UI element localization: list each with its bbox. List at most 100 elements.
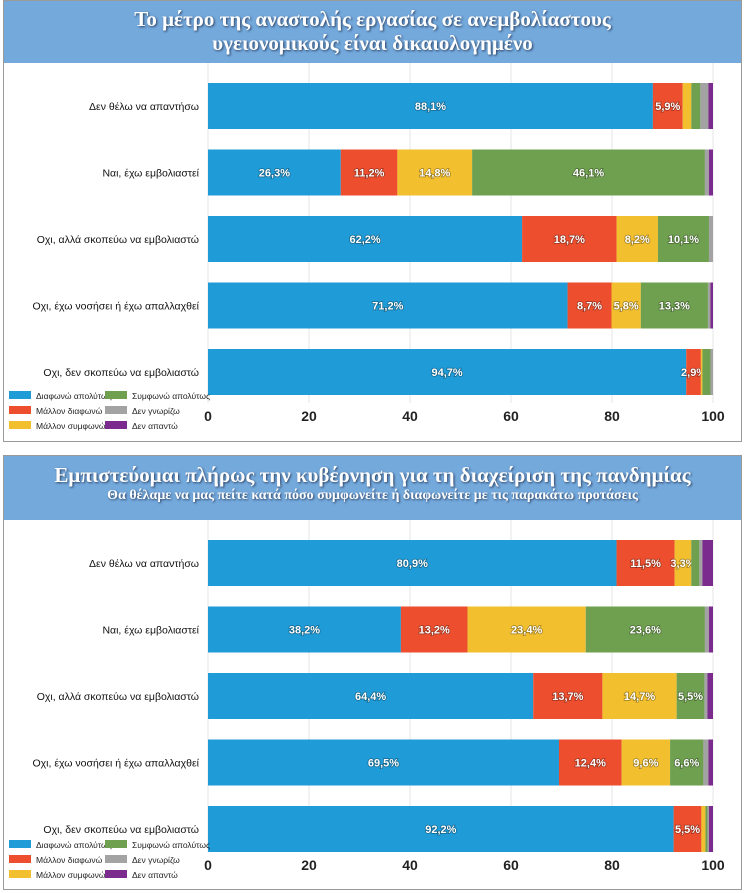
x-tick-label: 20 bbox=[301, 857, 317, 873]
legend-label: Δεν γνωρίζω bbox=[132, 855, 180, 865]
bar-segment bbox=[616, 540, 675, 586]
legend-label: Δεν απαντώ bbox=[132, 870, 178, 880]
bar-segment bbox=[676, 673, 705, 719]
bar-segment bbox=[700, 83, 709, 129]
legend-label: Δεν γνωρίζω bbox=[132, 406, 180, 416]
data-label: 2,9% bbox=[681, 367, 706, 379]
data-label: 23,4% bbox=[511, 625, 542, 637]
legend-swatch bbox=[105, 855, 127, 863]
data-label: 11,2% bbox=[354, 168, 385, 180]
data-label: 23,6% bbox=[630, 625, 661, 637]
x-tick-label: 60 bbox=[503, 408, 519, 424]
legend-swatch bbox=[105, 840, 127, 848]
chart-panel-2: Εμπιστεύομαι πλήρως την κυβέρνηση για τη… bbox=[3, 455, 742, 890]
legend-label: Μάλλον συμφωνώ bbox=[36, 870, 106, 880]
legend-swatch bbox=[9, 870, 31, 878]
bar-segment bbox=[674, 540, 692, 586]
bar-segment bbox=[682, 83, 692, 129]
data-label: 88,1% bbox=[415, 101, 446, 113]
data-label: 80,9% bbox=[397, 558, 428, 570]
data-label: 5,5% bbox=[675, 824, 700, 836]
data-label: 38,2% bbox=[289, 625, 320, 637]
legend-label: Δεν απαντώ bbox=[132, 421, 178, 431]
data-label: 18,7% bbox=[554, 234, 585, 246]
x-tick-label: 60 bbox=[503, 857, 519, 873]
data-label: 5,8% bbox=[614, 301, 639, 313]
bar-segment bbox=[533, 673, 603, 719]
data-label: 9,6% bbox=[633, 758, 658, 770]
chart-title-line-2: υγειονομικούς είναι δικαιολογημένο bbox=[212, 31, 533, 55]
x-tick-label: 100 bbox=[701, 857, 725, 873]
bar-segment bbox=[708, 606, 713, 653]
bar-segment bbox=[208, 540, 617, 586]
bar-segment bbox=[467, 606, 586, 653]
legend-label: Διαφωνώ απολύτως bbox=[36, 391, 112, 401]
category-label: Ναι, έχω εμβολιαστεί bbox=[102, 168, 199, 180]
legend-label: Μάλλον συμφωνώ bbox=[36, 421, 106, 431]
chart-title: Εμπιστεύομαι πλήρως την κυβέρνηση για τη… bbox=[54, 463, 691, 487]
bar-segment bbox=[699, 540, 703, 586]
bar-segment bbox=[208, 673, 534, 719]
bar-segment bbox=[707, 282, 711, 329]
stacked-bar-chart-1: 0 20 40 60 80 100 Δεν θέλω να απαντήσω 88,1% 5,9… bbox=[9, 63, 725, 431]
bar-segment bbox=[208, 83, 653, 129]
bar-segment bbox=[670, 739, 704, 786]
x-tick-label: 20 bbox=[301, 408, 317, 424]
category-label: Οχι, δεν σκοπεύω να εμβολιαστώ bbox=[43, 367, 199, 379]
data-label: 62,2% bbox=[349, 234, 380, 246]
data-label: 26,3% bbox=[259, 168, 290, 180]
legend-swatch bbox=[9, 406, 31, 414]
bar-segment bbox=[704, 673, 708, 719]
x-tick-label: 0 bbox=[204, 857, 212, 873]
data-label: 64,4% bbox=[355, 691, 386, 703]
bar-segment bbox=[208, 149, 341, 196]
category-label: Ναι, έχω εμβολιαστεί bbox=[102, 625, 199, 637]
bar-segment bbox=[208, 606, 401, 653]
bar-segment bbox=[701, 806, 706, 852]
data-label: 10,1% bbox=[668, 234, 699, 246]
data-label: 14,7% bbox=[624, 691, 655, 703]
data-label: 6,6% bbox=[674, 758, 699, 770]
bar-segment bbox=[691, 540, 700, 586]
legend-swatch bbox=[9, 840, 31, 848]
bar-segment bbox=[611, 282, 641, 329]
bar-segment bbox=[208, 216, 523, 262]
data-label: 12,4% bbox=[575, 758, 606, 770]
bar-segment bbox=[700, 349, 703, 395]
bar-segment bbox=[208, 349, 687, 395]
category-label: Οχι, αλλά σκοπεύω να εμβολιαστώ bbox=[37, 691, 199, 703]
chart-header-2: Εμπιστεύομαι πλήρως την κυβέρνηση για τη… bbox=[4, 456, 741, 520]
data-label: 71,2% bbox=[372, 301, 403, 313]
chart-subtitle: Θα θέλαμε να μας πείτε κατά πόσο συμφωνε… bbox=[107, 488, 638, 503]
bar-segment bbox=[704, 149, 709, 196]
bar-segment bbox=[208, 739, 559, 786]
data-label: 8,7% bbox=[577, 301, 602, 313]
bar-segment bbox=[652, 83, 683, 129]
legend-swatch bbox=[9, 421, 31, 429]
legend-swatch bbox=[105, 406, 127, 414]
legend-swatch bbox=[9, 391, 31, 399]
chart-header-1: Το μέτρο της αναστολής εργασίας σε ανεμβ… bbox=[4, 1, 741, 63]
bar-segment bbox=[686, 349, 701, 395]
data-label: 11,5% bbox=[630, 558, 661, 570]
bar-segment bbox=[397, 149, 473, 196]
category-label: Οχι, αλλά σκοπεύω να εμβολιαστώ bbox=[37, 234, 199, 246]
legend-label: Συμφωνώ απολύτως bbox=[132, 391, 210, 401]
bar-segment bbox=[708, 806, 713, 852]
bar-segment bbox=[704, 606, 709, 653]
data-label: 8,2% bbox=[625, 234, 650, 246]
bar-segment bbox=[616, 216, 658, 262]
legend-label: Συμφωνώ απολύτως bbox=[132, 840, 210, 850]
bar-segment bbox=[702, 540, 713, 586]
data-label: 92,2% bbox=[425, 824, 456, 836]
bar-segment bbox=[708, 149, 713, 196]
bar-segment bbox=[702, 349, 711, 395]
bar-segment bbox=[708, 216, 713, 262]
legend-swatch bbox=[105, 421, 127, 429]
x-tick-label: 0 bbox=[204, 408, 212, 424]
bar-segment bbox=[691, 83, 701, 129]
legend-label: Διαφωνώ απολύτως bbox=[36, 840, 112, 850]
category-label: Δεν θέλω να απαντήσω bbox=[89, 101, 199, 113]
x-tick-label: 80 bbox=[604, 408, 620, 424]
bar-segment bbox=[340, 149, 398, 196]
